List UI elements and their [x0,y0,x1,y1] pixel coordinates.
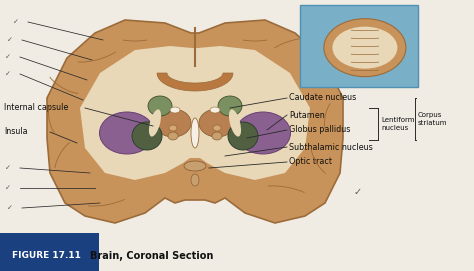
Polygon shape [80,46,310,180]
Text: FIGURE 17.11: FIGURE 17.11 [12,251,81,260]
Text: Internal capsule: Internal capsule [4,104,68,112]
Ellipse shape [210,107,220,113]
Polygon shape [157,73,233,91]
Ellipse shape [155,109,191,137]
Text: Corpus
striatum: Corpus striatum [418,112,447,126]
Text: Globus pallidus: Globus pallidus [289,125,350,134]
Ellipse shape [168,132,178,140]
Ellipse shape [149,109,161,137]
Text: Insula: Insula [4,127,27,137]
Text: ✓: ✓ [5,165,11,171]
Ellipse shape [212,132,222,140]
Ellipse shape [100,112,155,154]
Ellipse shape [199,109,235,137]
Text: ✓: ✓ [5,71,11,77]
Ellipse shape [169,125,177,131]
FancyBboxPatch shape [300,5,418,87]
Ellipse shape [132,122,162,150]
Ellipse shape [324,19,406,77]
Text: Optic tract: Optic tract [289,157,332,166]
Ellipse shape [229,109,241,137]
Ellipse shape [191,174,199,186]
Text: ✓: ✓ [7,37,13,43]
Ellipse shape [236,112,291,154]
Ellipse shape [191,118,199,148]
Ellipse shape [148,96,172,116]
Text: ✓: ✓ [7,205,13,211]
Text: ✓: ✓ [5,185,11,191]
Ellipse shape [228,122,258,150]
Text: Subthalamic nucleus: Subthalamic nucleus [289,143,373,151]
Text: Putamen: Putamen [289,111,325,120]
Ellipse shape [213,125,221,131]
Polygon shape [47,20,343,223]
Text: ✓: ✓ [354,187,362,197]
Text: ✓: ✓ [5,54,11,60]
Ellipse shape [218,96,242,116]
Text: Caudate nucleus: Caudate nucleus [289,93,356,102]
Text: Brain, Coronal Section: Brain, Coronal Section [90,251,213,261]
Text: ✓: ✓ [13,19,19,25]
Ellipse shape [184,161,206,171]
Ellipse shape [332,27,397,69]
Text: Lentiform
nucleus: Lentiform nucleus [381,117,414,131]
Ellipse shape [170,107,180,113]
